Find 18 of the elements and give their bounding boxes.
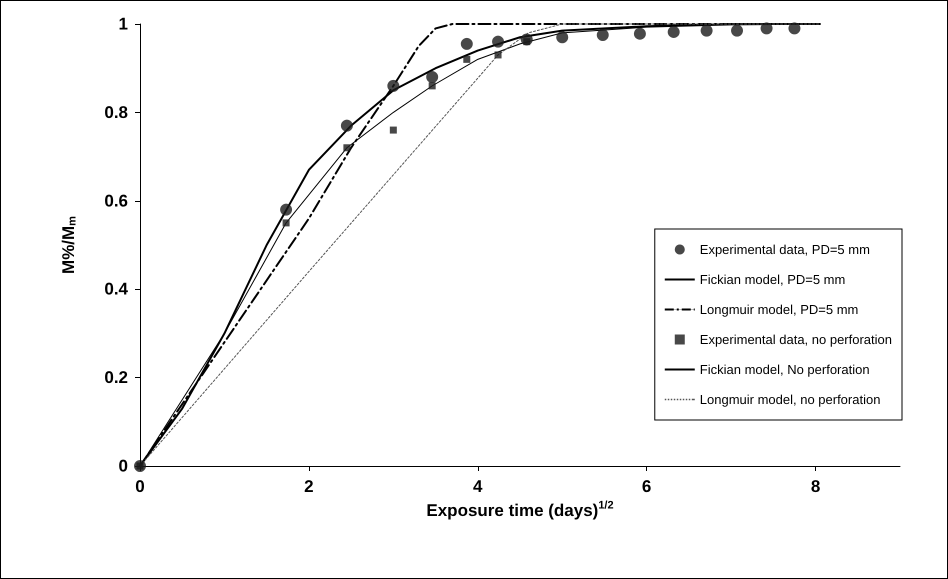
x-tick-label: 8 bbox=[810, 477, 820, 496]
legend-label: Fickian model, No perforation bbox=[700, 362, 870, 377]
y-tick-label: 0.8 bbox=[104, 102, 128, 122]
y-tick-label: 0.2 bbox=[104, 368, 128, 388]
legend-label: Experimental data, no perforation bbox=[700, 332, 892, 347]
y-axis-title: M%/Mm bbox=[59, 216, 78, 274]
x-tick-label: 0 bbox=[135, 477, 145, 496]
legend-label: Longmuir model, PD=5 mm bbox=[700, 302, 858, 317]
y-tick-label: 0.4 bbox=[104, 280, 129, 299]
x-tick-label: 6 bbox=[642, 477, 652, 496]
y-tick-label: 0 bbox=[118, 456, 128, 476]
legend-label: Fickian model, PD=5 mm bbox=[700, 272, 846, 287]
legend-label: Longmuir model, no perforation bbox=[700, 392, 880, 407]
legend-label: Experimental data, PD=5 mm bbox=[700, 242, 870, 257]
x-tick-label: 2 bbox=[304, 477, 314, 496]
y-tick-label: 1 bbox=[118, 14, 128, 34]
y-tick-label: 0.6 bbox=[104, 191, 128, 210]
x-tick-label: 4 bbox=[473, 477, 484, 496]
